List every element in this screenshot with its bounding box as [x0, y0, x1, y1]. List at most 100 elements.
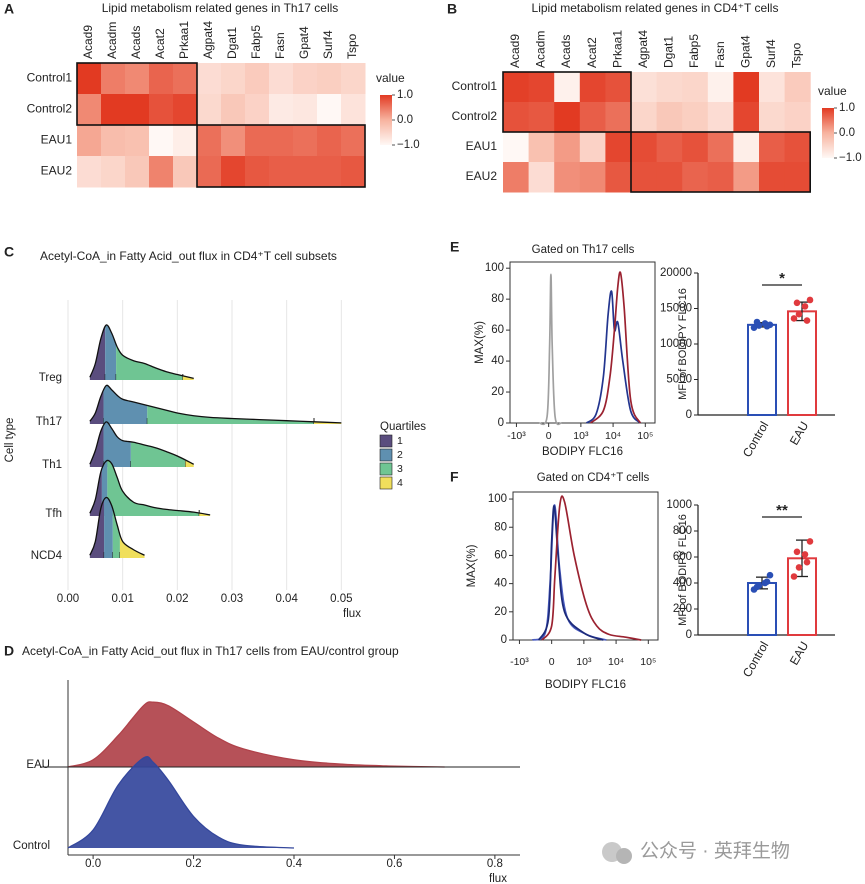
y-tick-label: 400 — [673, 577, 692, 589]
heatmap-cell — [341, 63, 366, 95]
x-tick-label: 0.05 — [330, 593, 352, 605]
heatmap-cell — [605, 132, 632, 163]
column-label: Acat2 — [153, 28, 167, 59]
x-tick-label: 0 — [546, 430, 552, 442]
row-label: Control1 — [452, 79, 498, 93]
heatmap-cell — [759, 132, 786, 163]
heatmap-cell — [197, 94, 222, 126]
colorbar-title: value — [376, 71, 405, 85]
heatmap-cell — [77, 94, 102, 126]
colorbar-tick-label: 1.0 — [839, 102, 855, 114]
chart-title: Lipid metabolism related genes in Th17 c… — [102, 1, 339, 15]
cluster-box — [630, 131, 811, 193]
panel-label: D — [4, 643, 14, 659]
heatmap-cell — [245, 156, 270, 188]
x-tick-label: 0.0 — [85, 858, 101, 870]
cluster-box — [76, 62, 198, 126]
category-label: Treg — [39, 372, 62, 384]
legend-swatch — [379, 476, 393, 490]
watermark: 公众号 · 英拜生物 — [640, 840, 790, 862]
y-tick-label: 80 — [494, 521, 507, 533]
heatmap-cell — [221, 156, 246, 188]
heatmap-cell — [245, 94, 270, 126]
legend-swatch — [379, 434, 393, 448]
y-tick-label: 80 — [491, 293, 504, 305]
heatmap-cell — [125, 125, 150, 157]
colorbar — [380, 95, 392, 145]
row-label: Control1 — [27, 71, 73, 85]
plot-frame — [512, 491, 659, 641]
panel-label: B — [447, 1, 457, 17]
histogram-line — [541, 495, 642, 641]
column-label: Fabp5 — [687, 34, 701, 68]
data-point — [803, 558, 811, 566]
heatmap-cell — [579, 102, 606, 133]
x-tick-label: 0.01 — [111, 593, 133, 605]
data-point — [801, 551, 809, 558]
density-line — [89, 496, 145, 556]
quartile-area — [116, 344, 183, 380]
colorbar-tick-label: 0.0 — [839, 127, 855, 139]
heatmap-cell — [77, 125, 102, 157]
data-point — [753, 318, 761, 326]
heatmap-cell — [269, 125, 294, 157]
heatmap-cell — [125, 63, 150, 95]
heatmap-cell — [554, 132, 581, 163]
column-label: Gpat4 — [297, 26, 311, 59]
y-tick-label: 40 — [494, 578, 507, 590]
heatmap-cell — [197, 63, 222, 95]
data-point — [801, 303, 809, 310]
legend-label: 2 — [397, 449, 403, 461]
heatmap-cell — [341, 94, 366, 126]
y-tick-label: 0 — [686, 409, 692, 421]
heatmap-cell — [759, 162, 786, 193]
column-label: Fabp5 — [249, 25, 263, 59]
x-tick-label: 10³ — [576, 656, 592, 668]
heatmap-cell — [733, 162, 760, 193]
data-point — [806, 296, 814, 304]
heatmap-cell — [221, 63, 246, 95]
x-tick-label: 0.8 — [487, 858, 503, 870]
heatmap-cell — [784, 72, 811, 103]
row-label: EAU2 — [41, 164, 73, 178]
significance-label: * — [779, 270, 785, 287]
data-point — [803, 317, 811, 324]
heatmap-cell — [293, 63, 318, 95]
chart-title: Acetyl-CoA_in Fatty Acid_out flux in CD4… — [40, 249, 337, 263]
density-area — [68, 701, 445, 767]
heatmap-cell — [631, 132, 658, 163]
x-tick-label: -10³ — [510, 656, 529, 668]
heatmap-cell — [682, 72, 709, 103]
column-label: Fasn — [713, 41, 727, 68]
data-point — [806, 538, 814, 545]
plot-frame — [509, 261, 656, 424]
heatmap-cell — [173, 63, 198, 95]
heatmap-cell — [77, 63, 102, 95]
y-tick-label: 15000 — [660, 303, 692, 315]
y-tick-label: 0 — [498, 417, 504, 429]
chart-title: Gated on CD4⁺T cells — [537, 472, 650, 484]
data-point — [750, 324, 758, 331]
y-axis-label: MAX(%) — [466, 544, 478, 587]
data-point — [793, 548, 801, 556]
heatmap-cell — [149, 156, 174, 188]
heatmap-cell — [317, 94, 342, 126]
y-axis-label: MFI of BODIPY FLC16 — [677, 514, 689, 626]
heatmap-cell — [707, 132, 734, 163]
y-tick-label: 0 — [686, 629, 692, 641]
histogram-line — [537, 505, 604, 641]
heatmap-cell — [759, 102, 786, 133]
x-tick-label: 0.4 — [286, 858, 303, 870]
colorbar-title: value — [818, 84, 847, 98]
x-tick-label: 10³ — [573, 430, 589, 442]
histogram-line — [589, 271, 642, 424]
legend-title: Quartiles — [380, 421, 426, 433]
heatmap-cell — [197, 125, 222, 157]
x-tick-label: 10⁴ — [605, 430, 621, 442]
heatmap-cell — [528, 132, 555, 163]
chart-title: Gated on Th17 cells — [532, 244, 635, 256]
colorbar-tick-label: −1.0 — [397, 139, 420, 151]
row-label: EAU1 — [466, 139, 498, 153]
